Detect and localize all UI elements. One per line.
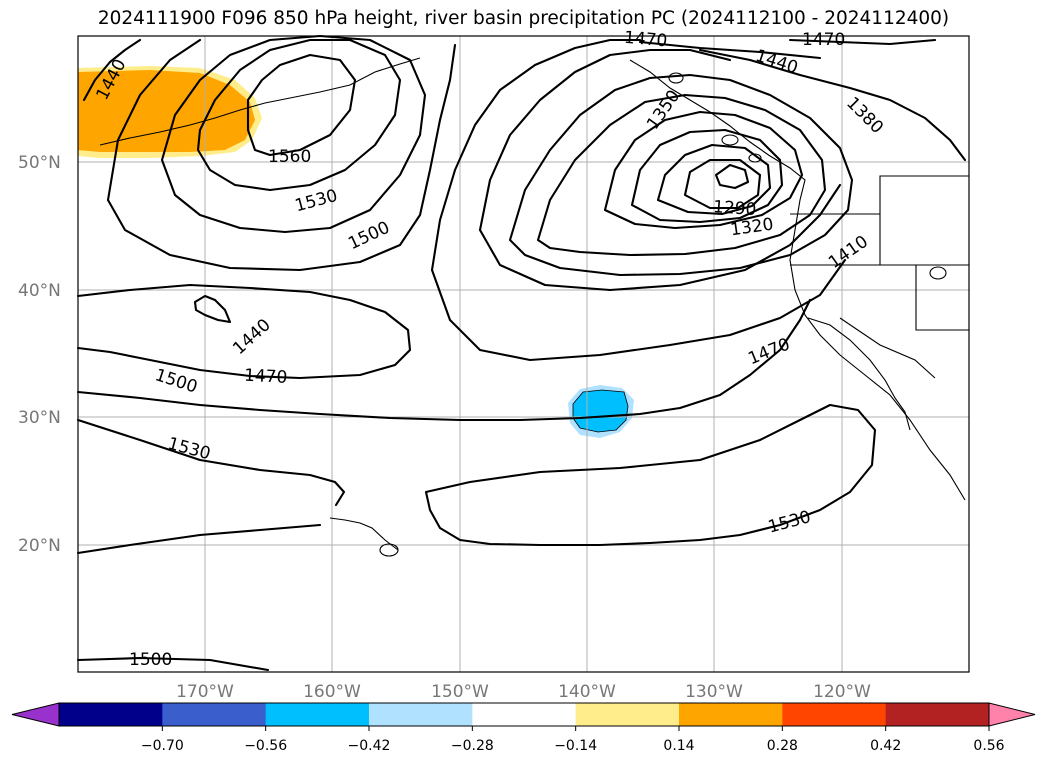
colorbar-swatch [575, 703, 680, 726]
map-frame [77, 35, 970, 673]
colorbar-swatch [472, 703, 577, 726]
lat-label: 20°N [18, 536, 61, 556]
contour-label: 1470 [802, 30, 845, 50]
lon-label: 130°W [685, 682, 743, 702]
lon-label: 140°W [558, 682, 616, 702]
lat-label: 40°N [18, 281, 61, 301]
colorbar-tick-label: −0.28 [451, 738, 494, 754]
latitude-labels: 50°N 40°N 30°N 20°N [18, 153, 61, 556]
colorbar-swatch [265, 703, 370, 726]
contour-label: 1290 [712, 197, 757, 220]
lat-label: 50°N [18, 153, 61, 173]
colorbar-tick-label: 0.56 [973, 738, 1004, 754]
lon-label: 120°W [813, 682, 871, 702]
height-contours [76, 34, 967, 672]
colorbar-extend-high [988, 702, 1036, 727]
lon-label: 160°W [303, 682, 361, 702]
longitude-labels: 170°W 160°W 150°W 140°W 130°W 120°W [176, 682, 871, 702]
colorbar: −0.70 −0.56 −0.42 −0.28 −0.14 0.14 0.28 0.42 0.5… [11, 702, 1036, 754]
positive-anomaly-region [78, 66, 262, 158]
colorbar-tick-label: −0.56 [244, 738, 287, 754]
contour-label: 1470 [244, 366, 288, 388]
colorbar-tick-label: 0.42 [870, 738, 901, 754]
colorbar-tick-label: 0.28 [767, 738, 798, 754]
contour-label: 1470 [623, 28, 668, 52]
colorbar-swatch [162, 703, 267, 726]
colorbar-swatch [782, 703, 887, 726]
lon-label: 150°W [431, 682, 489, 702]
colorbar-tick-label: −0.14 [554, 738, 597, 754]
colorbar-tick-label: 0.14 [663, 738, 694, 754]
contour-label: 1560 [268, 147, 311, 167]
colorbar-swatch [59, 703, 163, 726]
colorbar-swatch [885, 703, 990, 726]
colorbar-swatch [679, 703, 783, 726]
map-title: 2024111900 F096 850 hPa height, river ba… [97, 8, 950, 29]
colorbar-swatch [369, 703, 473, 726]
coastlines [99, 57, 969, 557]
lon-label: 170°W [176, 682, 234, 702]
colorbar-extend-low [11, 702, 60, 727]
graticule [78, 36, 969, 672]
contour-label: 1500 [129, 650, 172, 670]
colorbar-tick-label: −0.70 [141, 738, 184, 754]
colorbar-tick-label: −0.42 [348, 738, 391, 754]
lat-label: 30°N [18, 408, 61, 428]
